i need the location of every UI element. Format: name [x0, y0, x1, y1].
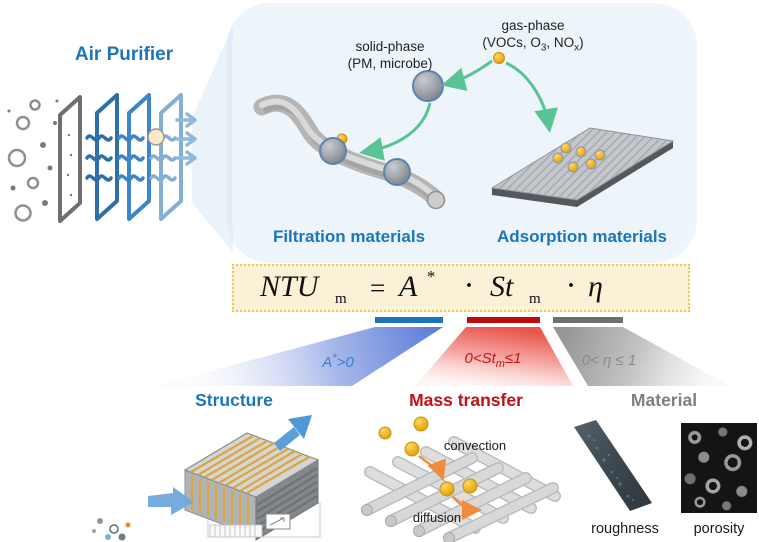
structure-wedge — [155, 327, 443, 386]
pm-particle-icon — [319, 137, 347, 165]
air-purifier-icon — [7, 93, 197, 223]
airflow-arrows-icon — [175, 112, 197, 166]
adsorbed-molecules-icon — [552, 142, 606, 173]
filtration-materials-label: Filtration materials — [272, 227, 426, 246]
equation-term-A: A — [399, 270, 418, 303]
convection-label: convection — [443, 438, 507, 453]
pleat-comb-icon — [209, 524, 263, 538]
equation-term-A-sup: * — [426, 267, 435, 286]
dust-particles-icon — [92, 518, 131, 541]
filter-panel-dark-icon — [85, 93, 119, 221]
transport-arrow-icon — [418, 455, 482, 520]
material-label: Material — [630, 390, 698, 410]
mass-transfer-bar — [467, 317, 540, 323]
roughness-image — [574, 420, 652, 511]
equation-dot: · — [567, 273, 576, 299]
mass-transfer-condition: 0<Stm≤1 — [464, 350, 522, 370]
adsorption-materials-label: Adsorption materials — [496, 227, 668, 246]
equation-term-eta: η — [588, 270, 603, 303]
filter-box-icon — [92, 415, 321, 541]
material-wedge — [553, 327, 730, 386]
airflow-out-arrow-icon — [274, 415, 312, 451]
prefilter-panel-icon — [58, 95, 82, 223]
equation-equals: = — [370, 273, 386, 303]
fiber-mesh-icon — [361, 416, 561, 542]
porosity-image — [681, 423, 757, 513]
air-purifier-title: Air Purifier — [74, 44, 174, 65]
pm-particle-icon — [383, 158, 411, 186]
material-condition: 0< η ≤ 1 — [581, 352, 637, 369]
equation-box: NTU m = A * · St m · η — [232, 264, 690, 312]
airflow-in-arrow-icon — [148, 487, 194, 515]
material-bar — [553, 317, 623, 323]
equation-lhs-sub: m — [335, 291, 347, 307]
filtration-fiber-icon — [253, 94, 446, 210]
structure-bar — [375, 317, 443, 323]
roughness-label: roughness — [591, 521, 659, 537]
solid-phase-label: solid-phase (PM, microbe) — [347, 39, 433, 71]
equation-lhs: NTU — [260, 270, 319, 303]
gas-molecules-icon — [378, 416, 478, 497]
equation-dot: · — [465, 273, 474, 299]
filter-panel-mid-icon — [117, 93, 151, 221]
porosity-label: porosity — [693, 521, 745, 537]
gas-phase-label: gas-phase (VOCs, O3, NOx) — [482, 18, 584, 54]
flow-schematic-icon — [265, 513, 291, 530]
mass-transfer-wedge — [415, 327, 573, 386]
equation-term-St-sub: m — [529, 291, 541, 307]
adsorption-plate-icon — [490, 127, 675, 207]
mass-transfer-label: Mass transfer — [409, 390, 523, 410]
equation-term-St: St — [490, 270, 514, 303]
structure-condition: A*>0 — [322, 352, 354, 371]
gas-molecule-icon — [493, 52, 505, 64]
transfer-arrow-icon — [359, 59, 558, 161]
particles-icon — [7, 99, 41, 222]
solid-phase-particle-icon — [412, 70, 444, 102]
diffusion-label: diffusion — [412, 510, 462, 525]
captured-particle-icon — [147, 128, 165, 146]
structure-label: Structure — [195, 390, 273, 410]
